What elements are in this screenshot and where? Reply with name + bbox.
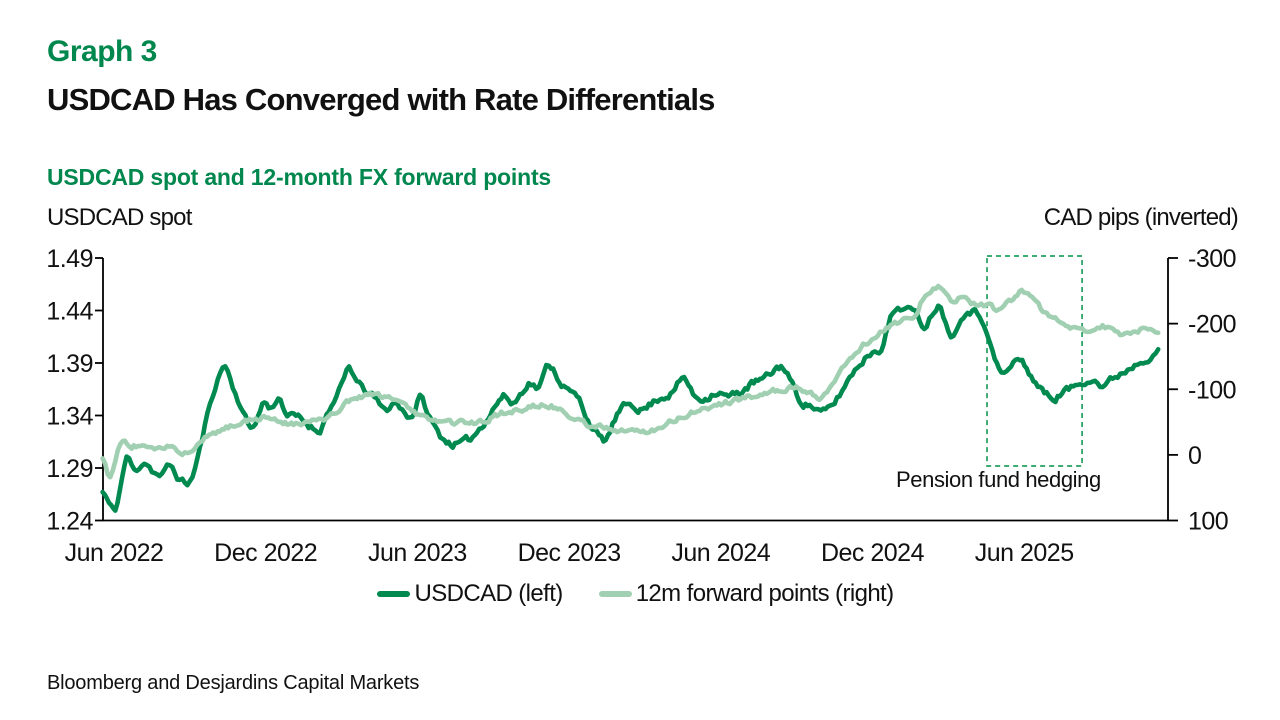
x-tick-label: Dec 2024	[821, 539, 925, 567]
legend-label-forward-points: 12m forward points (right)	[635, 580, 894, 607]
forward-points-line-swatch	[598, 591, 632, 597]
y-right-tick-label: 100	[1188, 508, 1228, 536]
legend-item-usdcad: USDCAD (left)	[377, 580, 563, 608]
y-right-tick-label: -100	[1188, 376, 1236, 404]
annotation-label: Pension fund hedging	[896, 467, 1101, 492]
page-title: USDCAD Has Converged with Rate Different…	[47, 82, 715, 117]
chart-subtitle: USDCAD spot and 12-month FX forward poin…	[47, 164, 551, 190]
right-axis-title: CAD pips (inverted)	[1043, 204, 1239, 231]
y-left-tick-label: 1.34	[46, 403, 93, 431]
y-right-tick-label: -300	[1188, 245, 1236, 273]
usdcad-line	[100, 303, 1161, 513]
x-tick-label: Jun 2022	[65, 539, 164, 567]
legend-item-forward-points: 12m forward points (right)	[598, 580, 894, 608]
x-tick-label: Jun 2025	[975, 539, 1074, 567]
y-left-tick-label: 1.24	[46, 508, 93, 536]
x-tick-label: Dec 2023	[518, 539, 621, 567]
x-tick-label: Jun 2024	[671, 539, 770, 567]
usdcad-line-swatch	[377, 591, 411, 597]
y-left-tick-label: 1.39	[46, 350, 93, 378]
annotation-box	[986, 255, 1083, 467]
legend-label-usdcad: USDCAD (left)	[414, 580, 563, 607]
graph-number-label: Graph 3	[47, 35, 157, 68]
source-note: Bloomberg and Desjardins Capital Markets	[47, 672, 420, 694]
y-right-tick-label: 0	[1188, 442, 1201, 470]
y-left-tick-label: 1.49	[46, 245, 93, 273]
x-tick-label: Jun 2023	[368, 539, 467, 567]
legend: USDCAD (left) 12m forward points (right)	[103, 580, 1168, 608]
forward-points-line	[100, 283, 1161, 480]
x-tick-label: Dec 2022	[214, 539, 317, 567]
y-left-tick-label: 1.44	[46, 298, 93, 326]
left-axis-title: USDCAD spot	[47, 204, 192, 231]
y-right-tick-label: -200	[1188, 311, 1236, 339]
y-left-tick-label: 1.29	[46, 455, 93, 483]
